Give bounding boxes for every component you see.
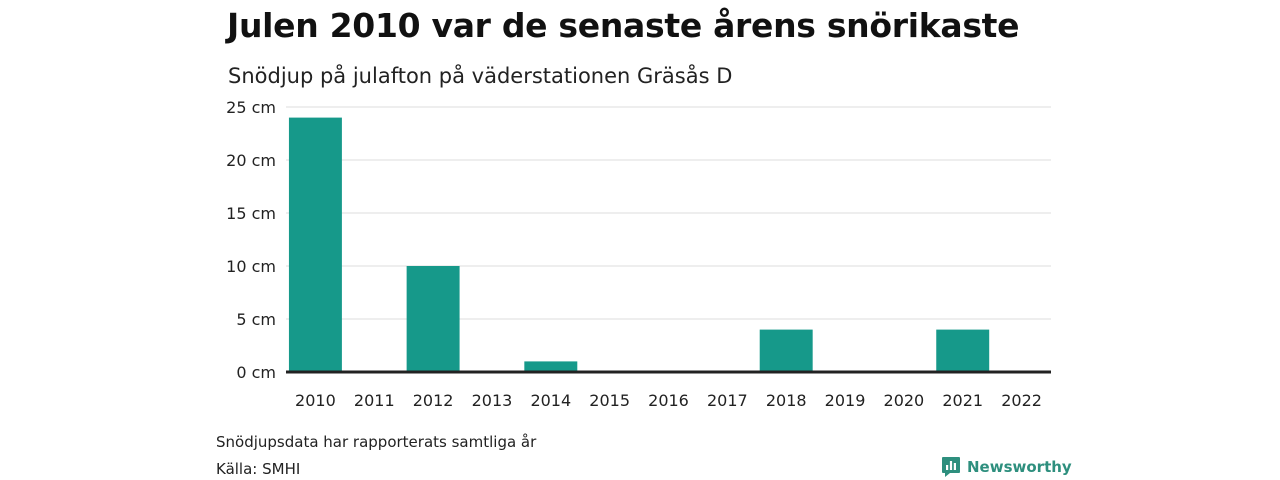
y-tick-label: 15 cm (226, 204, 276, 223)
y-tick-label: 5 cm (236, 310, 276, 329)
x-tick-label: 2016 (648, 391, 689, 410)
y-tick-label: 0 cm (236, 363, 276, 382)
x-tick-label: 2017 (707, 391, 748, 410)
y-tick-label: 20 cm (226, 151, 276, 170)
bar (524, 361, 578, 372)
source-credit: Källa: SMHI (216, 460, 301, 478)
x-tick-label: 2015 (589, 391, 630, 410)
x-tick-label: 2022 (1001, 391, 1042, 410)
x-tick-label: 2012 (413, 391, 454, 410)
chart-subtitle: Snödjup på julafton på väderstationen Gr… (228, 64, 733, 88)
x-tick-label: 2020 (884, 391, 925, 410)
bar (759, 329, 813, 372)
x-tick-label: 2021 (942, 391, 983, 410)
brand-logo: Newsworthy (941, 456, 1072, 478)
footnote: Snödjupsdata har rapporterats samtliga å… (216, 433, 537, 451)
y-tick-label: 25 cm (226, 98, 276, 117)
bar-chart: 0 cm 5 cm 10 cm 15 cm 20 cm 25 cm 2010 2011 2012… (226, 98, 1051, 410)
x-tick-label: 2013 (472, 391, 513, 410)
newsworthy-logo-icon (942, 457, 960, 477)
x-tick-label: 2019 (825, 391, 866, 410)
bar (288, 117, 342, 372)
x-tick-label: 2018 (766, 391, 807, 410)
chart-title: Julen 2010 var de senaste årens snörikas… (227, 6, 1020, 45)
bar (406, 266, 460, 372)
x-tick-label: 2010 (295, 391, 336, 410)
x-tick-label: 2014 (530, 391, 571, 410)
x-tick-label: 2011 (354, 391, 395, 410)
y-tick-label: 10 cm (226, 257, 276, 276)
bar (936, 329, 990, 372)
brand-name: Newsworthy (967, 458, 1072, 476)
